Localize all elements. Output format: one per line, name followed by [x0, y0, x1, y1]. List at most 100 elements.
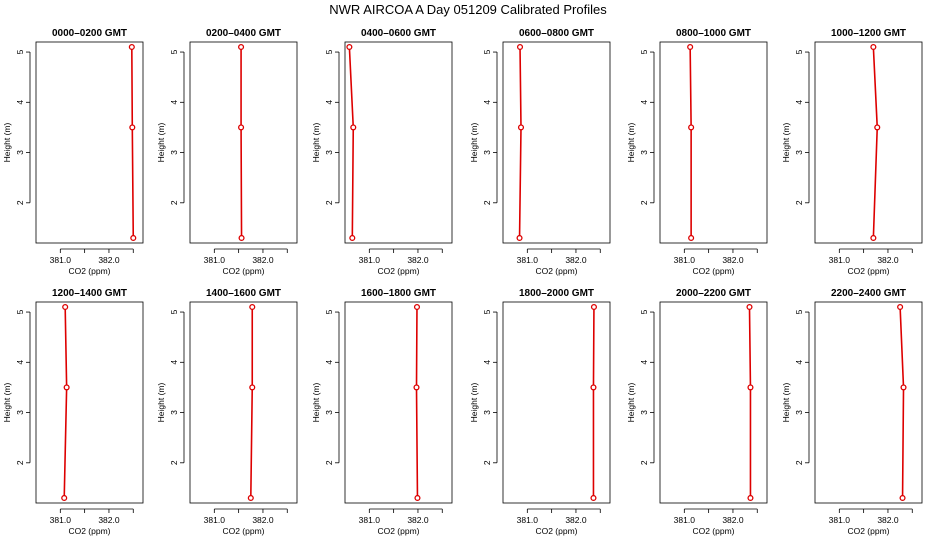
profile-point [899, 494, 906, 502]
y-tick-label: 5 [169, 49, 179, 54]
y-tick-label: 3 [794, 150, 804, 155]
profile-point [61, 494, 68, 502]
x-tick-label: 381.0 [829, 515, 851, 525]
plot-frame [344, 41, 453, 244]
y-tick-label: 4 [169, 100, 179, 105]
y-tick-label: 3 [15, 410, 25, 415]
panel-title: 1000–1200 GMT [831, 28, 906, 39]
plot-frame [344, 301, 453, 504]
y-axis-label: Height (m) [156, 383, 166, 423]
profile-point [688, 234, 695, 242]
x-tick-label: 382.0 [407, 255, 429, 265]
y-tick-label: 2 [324, 200, 334, 205]
x-axis-label: CO2 (ppm) [222, 526, 264, 536]
profile-line [131, 47, 135, 238]
y-tick-label: 5 [15, 49, 25, 54]
x-tick-label: 381.0 [517, 255, 539, 265]
x-tick-label: 382.0 [407, 515, 429, 525]
y-tick-label: 3 [324, 150, 334, 155]
y-tick-label: 2 [15, 460, 25, 465]
profile-point [517, 124, 525, 131]
figure-title: NWR AIRCOA A Day 051209 Calibrated Profi… [329, 2, 607, 17]
profile-point [63, 384, 70, 391]
profile-line [250, 307, 254, 498]
y-axis-label: Height (m) [311, 123, 321, 163]
profile-line [348, 46, 355, 238]
profile-point [516, 43, 524, 51]
x-tick-label: 382.0 [877, 515, 899, 525]
profile-point [747, 384, 754, 391]
y-tick-label: 4 [15, 360, 25, 365]
y-axis-label: Height (m) [156, 123, 166, 163]
x-axis-label: CO2 (ppm) [68, 266, 110, 276]
y-tick-label: 4 [794, 100, 804, 105]
y-axis-label: Height (m) [469, 123, 479, 163]
x-axis-label: CO2 (ppm) [68, 526, 110, 536]
y-tick-label: 5 [794, 309, 804, 314]
x-tick-label: 382.0 [565, 515, 587, 525]
profile-line [415, 307, 419, 498]
panel-title: 1600–1800 GMT [361, 288, 436, 299]
profile-point [870, 234, 877, 242]
y-tick-label: 2 [15, 200, 25, 205]
plot-frame [189, 41, 298, 244]
y-tick-label: 3 [482, 410, 492, 415]
y-tick-label: 3 [15, 150, 25, 155]
y-tick-label: 5 [482, 49, 492, 54]
panel-title: 0400–0600 GMT [361, 28, 436, 39]
panel-title: 0000–0200 GMT [52, 28, 127, 39]
x-tick-label: 381.0 [359, 255, 381, 265]
y-axis-label: Height (m) [311, 383, 321, 423]
x-axis-label: CO2 (ppm) [692, 266, 734, 276]
panel-title: 1400–1600 GMT [206, 288, 281, 299]
panel-title: 0200–0400 GMT [206, 28, 281, 39]
y-axis-label: Height (m) [781, 383, 791, 423]
profile-point [870, 43, 877, 51]
profile-point [238, 234, 245, 242]
profile-point [247, 494, 254, 502]
profile-point [590, 494, 597, 502]
y-tick-label: 5 [15, 309, 25, 314]
y-tick-label: 4 [639, 360, 649, 365]
x-tick-label: 382.0 [565, 255, 587, 265]
profile-point [62, 303, 69, 311]
plot-frame [35, 41, 144, 244]
x-axis-label: CO2 (ppm) [535, 526, 577, 536]
y-axis-label: Height (m) [626, 383, 636, 423]
profile-point [900, 384, 907, 391]
y-tick-label: 2 [169, 200, 179, 205]
x-axis-label: CO2 (ppm) [535, 266, 577, 276]
profile-line [748, 307, 752, 498]
y-tick-label: 4 [15, 100, 25, 105]
panel-title: 0800–1000 GMT [676, 28, 751, 39]
plot-frame [502, 301, 611, 504]
profile-point [414, 494, 421, 502]
profile-point [128, 43, 135, 51]
profile-point [346, 43, 353, 51]
y-axis-label: Height (m) [2, 123, 12, 163]
panel-title: 0600–0800 GMT [519, 28, 594, 39]
y-tick-label: 2 [794, 460, 804, 465]
x-axis-label: CO2 (ppm) [222, 266, 264, 276]
y-tick-label: 4 [639, 100, 649, 105]
y-tick-label: 3 [169, 410, 179, 415]
profile-point [249, 303, 256, 311]
y-tick-label: 2 [324, 460, 334, 465]
x-tick-label: 381.0 [50, 255, 72, 265]
x-axis-label: CO2 (ppm) [377, 266, 419, 276]
y-tick-label: 2 [794, 200, 804, 205]
x-tick-label: 381.0 [204, 515, 226, 525]
y-tick-label: 3 [639, 410, 649, 415]
profile-line [872, 46, 879, 238]
plot-frame [189, 301, 298, 504]
y-tick-label: 3 [639, 150, 649, 155]
y-tick-label: 5 [169, 309, 179, 314]
x-tick-label: 381.0 [517, 515, 539, 525]
